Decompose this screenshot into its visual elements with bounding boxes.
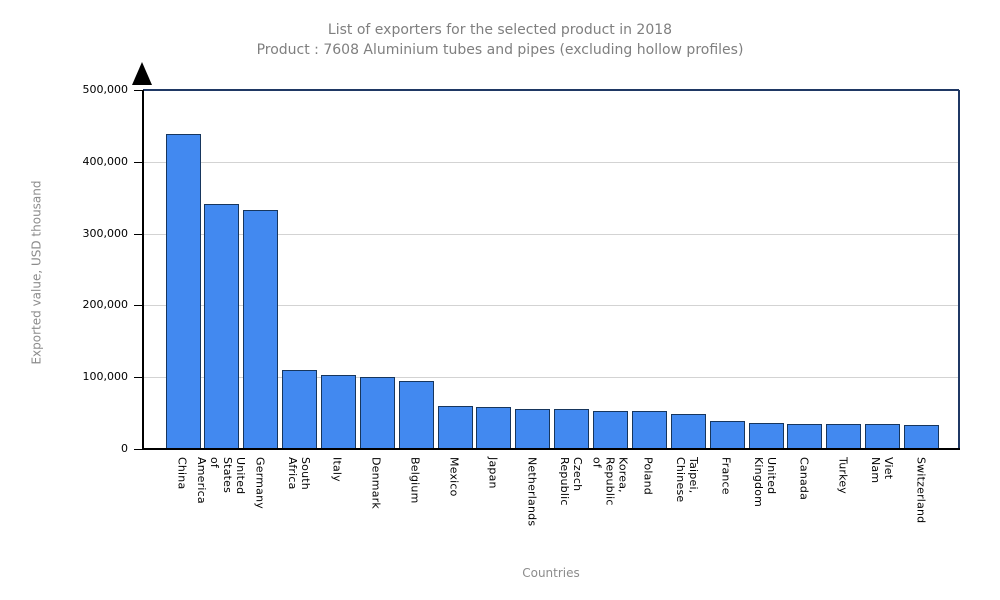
y-tick-label: 400,000 bbox=[82, 155, 129, 168]
gridline bbox=[143, 162, 959, 163]
category-label: Netherlands bbox=[525, 457, 539, 527]
y-axis-tick bbox=[134, 305, 143, 306]
chart-title: List of exporters for the selected produ… bbox=[327, 22, 673, 38]
y-axis-tick bbox=[134, 449, 143, 450]
bar bbox=[166, 134, 201, 449]
category-label: Italy bbox=[330, 457, 344, 482]
category-label: Belgium bbox=[408, 457, 422, 504]
plot-border-top bbox=[143, 89, 959, 91]
bar bbox=[904, 425, 939, 449]
category-label: Turkey bbox=[836, 457, 850, 494]
gridline bbox=[143, 305, 959, 306]
category-label: France bbox=[719, 457, 733, 495]
category-label: United Kingdom bbox=[752, 457, 778, 508]
x-axis-line bbox=[142, 448, 960, 450]
chart-subtitle: Product : 7608 Aluminium tubes and pipes… bbox=[256, 42, 744, 58]
bar bbox=[360, 377, 395, 449]
category-label: Korea, Republic of bbox=[590, 457, 630, 506]
bar bbox=[554, 409, 589, 449]
category-label: Viet Nam bbox=[869, 457, 895, 484]
y-tick-label: 0 bbox=[121, 442, 128, 455]
bar bbox=[710, 421, 745, 449]
bar bbox=[632, 411, 667, 449]
category-label: Czech Republic bbox=[558, 457, 584, 506]
y-tick-label: 500,000 bbox=[82, 83, 129, 96]
y-tick-label: 100,000 bbox=[82, 370, 129, 383]
category-label: United States of America bbox=[195, 457, 247, 504]
x-axis-title: Countries bbox=[522, 566, 580, 580]
y-axis-tick bbox=[134, 90, 143, 91]
bar bbox=[243, 210, 278, 449]
bar bbox=[749, 423, 784, 449]
bar bbox=[593, 411, 628, 449]
bar bbox=[826, 424, 861, 449]
category-label: China bbox=[175, 457, 189, 490]
bar bbox=[321, 375, 356, 449]
bar bbox=[865, 424, 900, 449]
plot-border-right bbox=[958, 90, 960, 449]
bar bbox=[476, 407, 511, 449]
plot-area: 0 100,000 200,000 300,000 400,000 500,000 Chin… bbox=[83, 83, 960, 526]
gridline bbox=[143, 234, 959, 235]
category-label: Mexico bbox=[447, 457, 461, 497]
y-axis-arrow-icon bbox=[132, 62, 152, 85]
bar bbox=[515, 409, 550, 449]
bar bbox=[438, 406, 473, 449]
category-label: Switzerland bbox=[914, 457, 928, 524]
category-label: Taipei, Chinese bbox=[674, 457, 700, 503]
bar bbox=[282, 370, 317, 449]
chart-title-block: List of exporters for the selected produ… bbox=[0, 20, 1000, 60]
bar bbox=[787, 424, 822, 449]
bar bbox=[399, 381, 434, 449]
category-label: Japan bbox=[486, 457, 500, 489]
y-tick-label: 300,000 bbox=[82, 227, 129, 240]
y-axis-tick bbox=[134, 162, 143, 163]
y-axis-line bbox=[142, 90, 144, 450]
bar bbox=[671, 414, 706, 449]
category-label: Canada bbox=[797, 457, 811, 501]
category-label: Denmark bbox=[369, 457, 383, 509]
gridline bbox=[143, 377, 959, 378]
y-axis-tick bbox=[134, 377, 143, 378]
y-axis-title: Exported value, USD thousand bbox=[29, 180, 44, 365]
y-tick-label: 200,000 bbox=[82, 298, 129, 311]
category-label: Germany bbox=[253, 457, 267, 509]
y-axis-tick bbox=[134, 234, 143, 235]
category-label: South Africa bbox=[286, 457, 312, 490]
category-label: Poland bbox=[641, 457, 655, 495]
bar bbox=[204, 204, 239, 449]
